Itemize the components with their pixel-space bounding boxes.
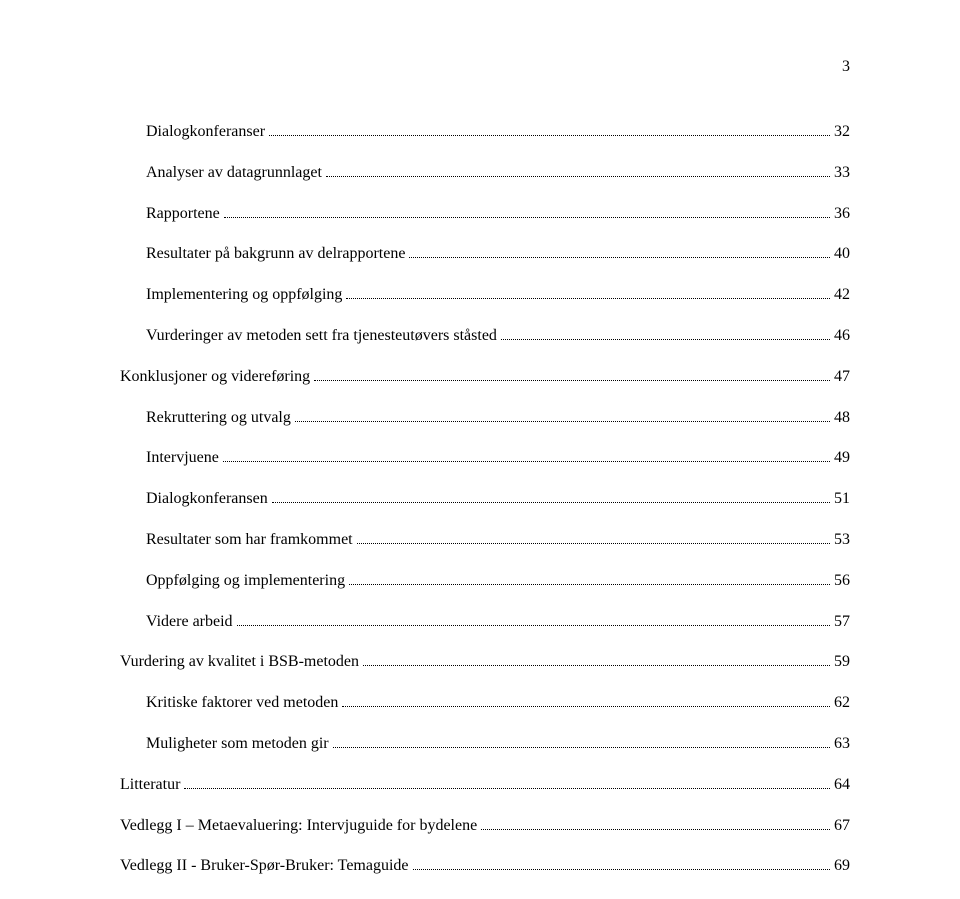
toc-entry-title: Intervjuene (146, 448, 219, 469)
toc-leader (295, 421, 830, 422)
toc-entry-title: Vedlegg II - Bruker-Spør-Bruker: Temagui… (120, 856, 409, 877)
toc-entry: Vedlegg I – Metaevaluering: Intervjuguid… (120, 816, 850, 837)
toc-entry-page: 59 (834, 652, 850, 673)
table-of-contents: Dialogkonferanser 32 Analyser av datagrunn… (120, 122, 850, 877)
page-number: 3 (842, 58, 850, 76)
toc-entry: Resultater på bakgrunn av delrapportene 4… (120, 244, 850, 265)
toc-leader (501, 339, 830, 340)
toc-entry: Dialogkonferanser 32 (120, 122, 850, 143)
toc-leader (224, 217, 830, 218)
toc-entry: Analyser av datagrunnlaget 33 (120, 163, 850, 184)
toc-entry-page: 48 (834, 408, 850, 429)
toc-entry-page: 47 (834, 367, 850, 388)
toc-entry: Oppfølging og implementering 56 (120, 571, 850, 592)
toc-leader (269, 135, 830, 136)
toc-entry: Vurdering av kvalitet i BSB-metoden 59 (120, 652, 850, 673)
toc-entry-page: 62 (834, 693, 850, 714)
toc-entry-page: 57 (834, 612, 850, 633)
toc-leader (413, 869, 830, 870)
toc-entry-title: Rapportene (146, 204, 220, 225)
toc-entry-title: Litteratur (120, 775, 180, 796)
toc-entry: Dialogkonferansen 51 (120, 489, 850, 510)
toc-entry-page: 40 (834, 244, 850, 265)
toc-leader (481, 829, 830, 830)
toc-entry-page: 46 (834, 326, 850, 347)
toc-entry-title: Videre arbeid (146, 612, 233, 633)
toc-entry-title: Implementering og oppfølging (146, 285, 342, 306)
toc-entry-page: 63 (834, 734, 850, 755)
toc-leader (346, 298, 830, 299)
toc-entry: Intervjuene 49 (120, 448, 850, 469)
toc-entry-title: Muligheter som metoden gir (146, 734, 329, 755)
toc-entry: Kritiske faktorer ved metoden 62 (120, 693, 850, 714)
toc-entry-title: Resultater på bakgrunn av delrapportene (146, 244, 405, 265)
toc-entry-title: Vurderinger av metoden sett fra tjeneste… (146, 326, 497, 347)
toc-entry-title: Resultater som har framkommet (146, 530, 353, 551)
toc-entry-page: 69 (834, 856, 850, 877)
toc-leader (184, 788, 830, 789)
toc-entry: Videre arbeid 57 (120, 612, 850, 633)
toc-entry: Vurderinger av metoden sett fra tjeneste… (120, 326, 850, 347)
toc-entry-title: Dialogkonferansen (146, 489, 268, 510)
toc-leader (223, 461, 830, 462)
toc-entry-title: Kritiske faktorer ved metoden (146, 693, 338, 714)
toc-entry-title: Dialogkonferanser (146, 122, 265, 143)
toc-leader (357, 543, 830, 544)
toc-entry: Vedlegg II - Bruker-Spør-Bruker: Temagui… (120, 856, 850, 877)
toc-entry: Rapportene 36 (120, 204, 850, 225)
toc-entry: Implementering og oppfølging 42 (120, 285, 850, 306)
toc-leader (272, 502, 830, 503)
toc-entry-page: 42 (834, 285, 850, 306)
toc-entry-title: Vurdering av kvalitet i BSB-metoden (120, 652, 359, 673)
toc-entry-page: 56 (834, 571, 850, 592)
toc-entry-page: 67 (834, 816, 850, 837)
toc-entry-page: 32 (834, 122, 850, 143)
toc-entry: Rekruttering og utvalg 48 (120, 408, 850, 429)
toc-entry-page: 64 (834, 775, 850, 796)
toc-leader (342, 706, 830, 707)
toc-entry-page: 33 (834, 163, 850, 184)
toc-entry-title: Oppfølging og implementering (146, 571, 345, 592)
toc-leader (349, 584, 830, 585)
toc-entry: Resultater som har framkommet 53 (120, 530, 850, 551)
toc-leader (363, 665, 830, 666)
toc-entry-title: Vedlegg I – Metaevaluering: Intervjuguid… (120, 816, 477, 837)
toc-entry-page: 36 (834, 204, 850, 225)
toc-entry-title: Rekruttering og utvalg (146, 408, 291, 429)
toc-entry-page: 51 (834, 489, 850, 510)
toc-leader (333, 747, 830, 748)
toc-entry: Litteratur 64 (120, 775, 850, 796)
toc-entry-title: Analyser av datagrunnlaget (146, 163, 322, 184)
toc-entry-title: Konklusjoner og videreføring (120, 367, 310, 388)
toc-entry-page: 49 (834, 448, 850, 469)
toc-leader (326, 176, 830, 177)
toc-entry: Muligheter som metoden gir 63 (120, 734, 850, 755)
toc-entry: Konklusjoner og videreføring 47 (120, 367, 850, 388)
toc-entry-page: 53 (834, 530, 850, 551)
toc-leader (237, 625, 830, 626)
toc-leader (314, 380, 830, 381)
toc-leader (409, 257, 830, 258)
